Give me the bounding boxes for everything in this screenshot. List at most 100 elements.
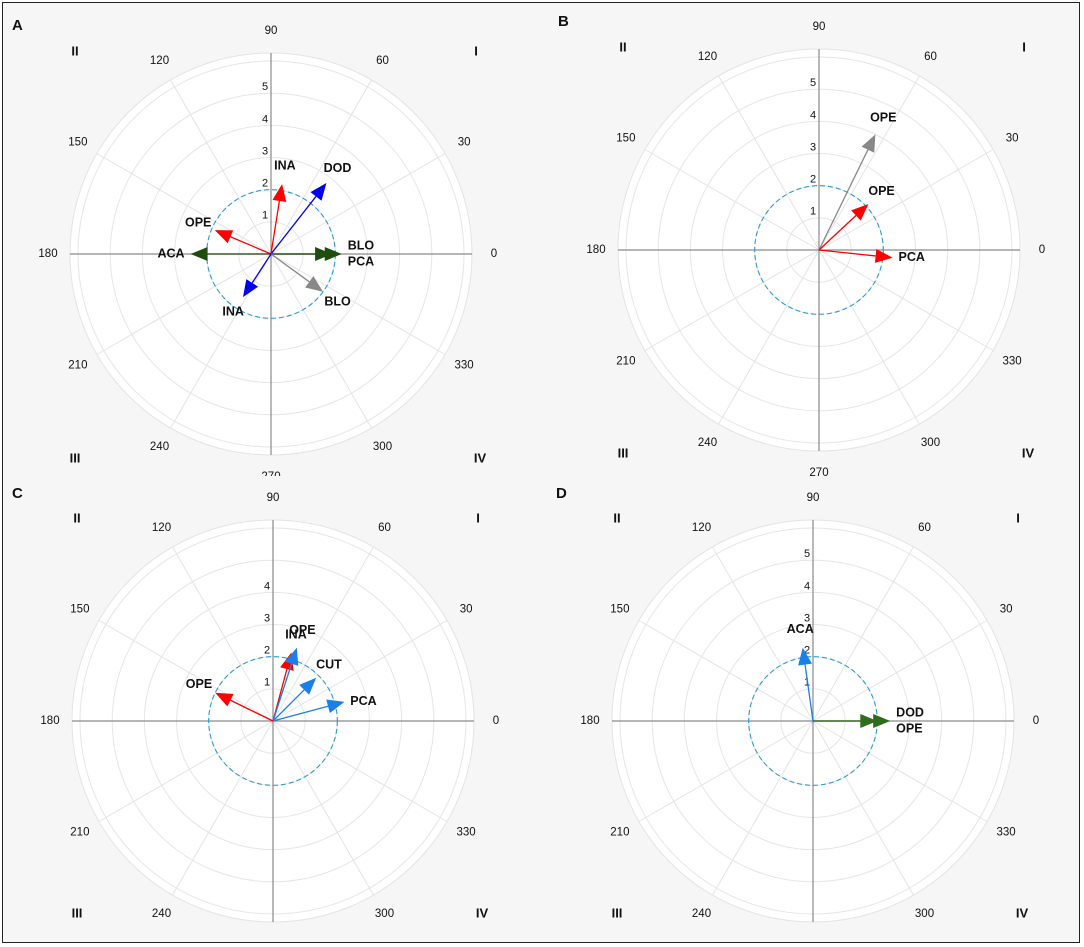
vector-ope: OPE <box>813 714 923 735</box>
vector-arrowhead <box>242 279 259 298</box>
vector-pca: PCA <box>272 694 377 722</box>
grid-spoke <box>172 720 274 896</box>
angle-tick-label: 330 <box>457 827 476 839</box>
vector-label: OPE <box>870 110 896 124</box>
grid-spoke <box>818 249 994 351</box>
grid-spoke <box>818 75 920 251</box>
grid-spoke <box>638 720 814 822</box>
angle-tick-label: 150 <box>610 604 629 616</box>
quadrant-label: I <box>474 43 478 58</box>
vector-shaft <box>270 200 281 255</box>
quadrant-label: III <box>70 450 81 465</box>
polar-chart-b: 030609012015018021024027030033012345IIII… <box>558 13 1045 476</box>
quadrant-label: IV <box>1022 445 1035 460</box>
polar-chart-c: 03060901201501802102402703003301234IIIII… <box>12 485 499 923</box>
angle-tick-label: 0 <box>493 715 499 727</box>
radius-tick-label: 4 <box>262 113 268 125</box>
vector-arrowhead <box>305 276 324 292</box>
angle-tick-label: 270 <box>809 467 828 476</box>
angle-tick-label: 30 <box>1000 604 1013 616</box>
vector-arrowhead <box>851 203 869 221</box>
radius-tick-label: 4 <box>810 109 816 121</box>
angle-tick-label: 330 <box>997 827 1016 839</box>
vector-label: INA <box>285 628 307 642</box>
angle-tick-label: 180 <box>38 248 57 260</box>
quadrant-label: III <box>72 905 83 920</box>
angle-tick-label: 150 <box>70 604 89 616</box>
vector-label: DOD <box>896 705 924 719</box>
vector-arrowhead <box>284 647 299 666</box>
vector-label: OPE <box>186 677 212 691</box>
quadrant-label: II <box>71 43 78 58</box>
panel-b: 0 30 60 90 120 150 180 210 240 270 300 330 1 2 3 4 5 I II I… <box>548 6 1078 476</box>
vector-blo: BLO <box>270 253 351 309</box>
vector-shaft <box>818 249 876 257</box>
angle-tick-label: 300 <box>921 437 940 449</box>
vector-arrowhead <box>315 247 333 261</box>
vector-ope: OPE <box>185 215 272 255</box>
vector-label: CUT <box>316 657 342 671</box>
grid-spoke <box>712 546 814 722</box>
vector-arrowhead <box>299 677 317 695</box>
vector-shaft <box>230 236 272 255</box>
radius-tick-label: 2 <box>804 645 810 657</box>
vector-shaft <box>272 663 293 722</box>
angle-tick-label: 240 <box>698 437 717 449</box>
angle-tick-label: 0 <box>1033 715 1039 727</box>
angle-tick-label: 330 <box>455 360 474 372</box>
angle-tick-label: 90 <box>267 492 280 504</box>
vector-aca: ACA <box>158 246 271 261</box>
grid-spoke <box>272 620 448 722</box>
radius-tick-label: 1 <box>810 206 816 218</box>
angle-tick-label: 60 <box>918 522 931 534</box>
vector-shaft <box>251 253 272 284</box>
vector-arrowhead <box>861 134 876 153</box>
panel-letter: D <box>556 485 567 502</box>
grid-spoke <box>812 546 914 722</box>
vector-label: DOD <box>324 161 352 175</box>
vector-arrowhead <box>326 699 345 714</box>
vector-label: OPE <box>868 184 894 198</box>
vector-ina: INA <box>270 159 296 255</box>
angle-tick-label: 30 <box>1006 133 1019 145</box>
angle-tick-label: 60 <box>924 51 937 63</box>
grid-spoke <box>644 249 820 351</box>
vector-ope: OPE <box>272 623 316 722</box>
vector-arrowhead <box>272 184 287 203</box>
angle-tick-label: 270 <box>261 471 280 476</box>
quadrant-label: IV <box>1016 905 1029 920</box>
radius-tick-label: 1 <box>262 210 268 222</box>
angle-tick-label: 180 <box>580 715 599 727</box>
angle-tick-label: 0 <box>491 248 497 260</box>
angle-tick-label: 30 <box>460 604 473 616</box>
radius-tick-label: 4 <box>804 580 810 592</box>
panel-c: 03060901201501802102402703003301234IIIII… <box>6 478 536 938</box>
panel-letter: B <box>558 13 569 30</box>
grid-spoke <box>270 79 372 255</box>
grid-spoke <box>272 720 374 896</box>
grid-spoke <box>96 153 272 255</box>
angle-tick-label: 120 <box>698 51 717 63</box>
grid-spoke <box>644 149 820 251</box>
angle-tick-label: 240 <box>152 908 171 920</box>
radius-tick-label: 5 <box>804 548 810 560</box>
vector-label: INA <box>222 305 244 319</box>
angle-tick-label: 120 <box>152 522 171 534</box>
angle-tick-label: 210 <box>610 827 629 839</box>
grid-spoke <box>712 720 814 896</box>
vector-arrowhead <box>798 647 813 666</box>
vector-pca: PCA <box>818 248 925 264</box>
reference-circle <box>208 656 338 786</box>
grid-spoke <box>170 79 272 255</box>
grid-spoke <box>272 720 448 822</box>
angle-tick-label: 150 <box>616 133 635 145</box>
polar-chart-a: 030609012015018021024027030033012345IIII… <box>12 17 497 476</box>
grid-spoke <box>172 546 274 722</box>
quadrant-label: IV <box>474 450 487 465</box>
vector-shaft <box>272 705 329 722</box>
vector-label: INA <box>274 159 296 173</box>
angle-tick-label: 0 <box>1039 244 1045 256</box>
vector-shaft <box>818 215 857 251</box>
grid-spoke <box>718 75 820 251</box>
radius-tick-label: 4 <box>264 580 270 592</box>
